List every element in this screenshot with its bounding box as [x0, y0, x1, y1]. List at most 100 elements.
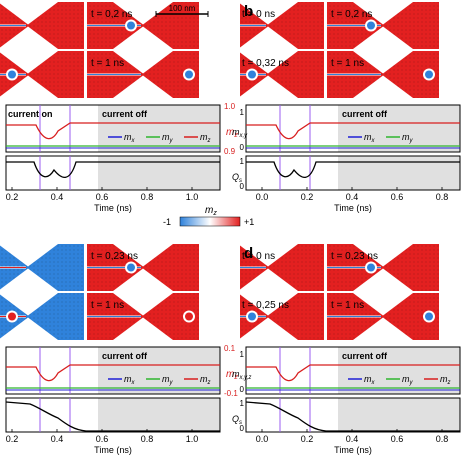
- x-axis-tick: 0.6: [391, 192, 404, 202]
- left-axis-label: mx,y: [232, 127, 248, 139]
- snapshot-tiles: [240, 2, 439, 98]
- magnetization-plot: current off mx my mz mz 0.1 -0.1: [5, 344, 238, 398]
- legend-entry: mz: [440, 374, 451, 386]
- snapshot-time-label: t = 1 ns: [331, 58, 364, 69]
- magnetization-plot: current on current off mx my mz mz 1.0 0.9: [5, 102, 238, 156]
- snapshot-tile-4: [327, 51, 439, 98]
- right-axis-tick: 1.0: [224, 102, 236, 111]
- colorbar-max: +1: [244, 217, 254, 227]
- current-off-label: current off: [102, 109, 148, 119]
- left-axis-tick: 1: [240, 350, 245, 359]
- snapshot-time-label: t = 0,32 ns: [242, 58, 289, 69]
- x-axis-label: Time (ns): [94, 445, 132, 455]
- snapshot-time-label: t = 0,25 ns: [242, 300, 289, 311]
- left-axis-label: Qs: [232, 414, 242, 426]
- current-on-label: current on: [8, 109, 53, 119]
- legend-entry: mz: [200, 132, 211, 144]
- left-axis-tick: 1: [240, 108, 245, 117]
- x-axis-tick: 0.8: [436, 192, 449, 202]
- x-axis-label: Time (ns): [334, 445, 372, 455]
- snapshot-time-label: t = 0,2 ns: [91, 9, 132, 20]
- snapshot-tiles: [0, 244, 199, 340]
- legend-entry: mz: [200, 374, 211, 386]
- colorbar: -1 +1 mz: [163, 205, 254, 227]
- snapshot-tile-1: [240, 2, 324, 49]
- x-axis-tick: 1.0: [186, 192, 199, 202]
- x-axis-tick: 0.0: [256, 434, 269, 444]
- topological-charge-plot: 1 0Qs 0.0 0.2 0.4 0.6 0.8 Time (ns): [232, 155, 461, 213]
- x-axis-tick: 0.0: [256, 192, 269, 202]
- snapshot-tile-1: [240, 244, 324, 291]
- panel-1: t = 0,2 ns t = 1 ns current on current off m…: [0, 2, 238, 213]
- left-axis-tick: 1: [240, 399, 245, 408]
- qs-curve: [245, 401, 460, 432]
- x-axis-tick: 0.6: [96, 192, 109, 202]
- current-off-label: current off: [102, 351, 148, 361]
- x-axis-label: Time (ns): [334, 203, 372, 213]
- snapshot-tile-1: [0, 244, 84, 291]
- x-axis-tick: 0.4: [346, 434, 359, 444]
- legend-entry: my: [162, 132, 174, 144]
- x-axis-tick: 0.8: [141, 434, 154, 444]
- snapshot-tile-2: [327, 244, 439, 291]
- snapshot-tile-2: [327, 2, 439, 49]
- snapshot-time-label: t = 0 ns: [242, 9, 275, 20]
- snapshot-time-label: t = 0,23 ns: [91, 251, 138, 262]
- left-axis-tick: 1: [240, 157, 245, 166]
- panel-4: t = 0 ns t = 0,23 ns t = 0,25 ns t = 1 ns d c…: [232, 244, 461, 455]
- snapshot-tile-1: [0, 2, 84, 49]
- right-axis-tick: 0.9: [224, 147, 236, 156]
- left-axis-tick: 0: [240, 385, 245, 394]
- x-axis-tick: 0.2: [6, 192, 19, 202]
- legend-entry: my: [162, 374, 174, 386]
- topological-charge-plot: 1 0Qs 0.0 0.2 0.4 0.6 0.8 Time (ns): [232, 397, 461, 455]
- x-axis-tick: 0.2: [301, 192, 314, 202]
- snapshot-tile-4: [327, 293, 439, 340]
- legend-entry: mx: [124, 374, 136, 386]
- panel-letter: b: [244, 3, 253, 20]
- left-axis-tick: 0: [240, 424, 245, 433]
- mz-curve: [246, 122, 460, 140]
- snapshot-tile-2: [87, 244, 199, 291]
- left-axis-tick: 0: [240, 182, 245, 191]
- panel-letter: d: [244, 245, 253, 262]
- legend-entry: my: [402, 132, 414, 144]
- x-axis-label: Time (ns): [94, 203, 132, 213]
- legend-entry: mx: [364, 132, 376, 144]
- x-axis-tick: 0.8: [436, 434, 449, 444]
- right-axis-label: mz: [226, 369, 238, 381]
- x-axis-tick: 0.8: [141, 192, 154, 202]
- legend-entry: my: [402, 374, 414, 386]
- magnetization-plot: current off mx my 1 0 mx,y: [232, 104, 461, 153]
- snapshot-tile-3: [240, 293, 324, 340]
- snapshot-tiles: [240, 244, 439, 340]
- current-off-label: current off: [342, 109, 388, 119]
- qs-curve: [6, 161, 220, 178]
- left-axis-label: Qs: [232, 172, 242, 184]
- x-axis-tick: 0.6: [96, 434, 109, 444]
- mz-curve: [6, 122, 220, 140]
- snapshot-tile-2: [87, 2, 199, 49]
- snapshot-time-label: t = 1 ns: [331, 300, 364, 311]
- colorbar-min: -1: [163, 217, 171, 227]
- qs-curve: [5, 401, 220, 432]
- left-axis-tick: 0: [240, 143, 245, 152]
- snapshot-time-label: t = 1 ns: [91, 58, 124, 69]
- x-axis-tick: 0.2: [6, 434, 19, 444]
- legend-entry: mx: [364, 374, 376, 386]
- magnetization-plot: current off mx my mz 1 0 mx,y,z: [232, 346, 461, 395]
- x-axis-tick: 0.4: [346, 192, 359, 202]
- topological-charge-plot: 0.2 0.4 0.6 0.8 1.0 Time (ns): [5, 397, 221, 455]
- colorbar-label: mz: [205, 205, 217, 217]
- snapshot-time-label: t = 0,23 ns: [331, 251, 378, 262]
- mz-curve: [246, 364, 460, 382]
- scalebar: 100 nm: [155, 4, 209, 17]
- snapshot-tile-4: [87, 51, 199, 98]
- scalebar-label: 100 nm: [169, 4, 196, 13]
- legend-entry: mx: [124, 132, 136, 144]
- qs-curve: [246, 161, 460, 178]
- left-axis-label: mx,y,z: [232, 369, 251, 381]
- snapshot-tile-3: [0, 293, 84, 340]
- snapshot-tiles: [0, 2, 199, 98]
